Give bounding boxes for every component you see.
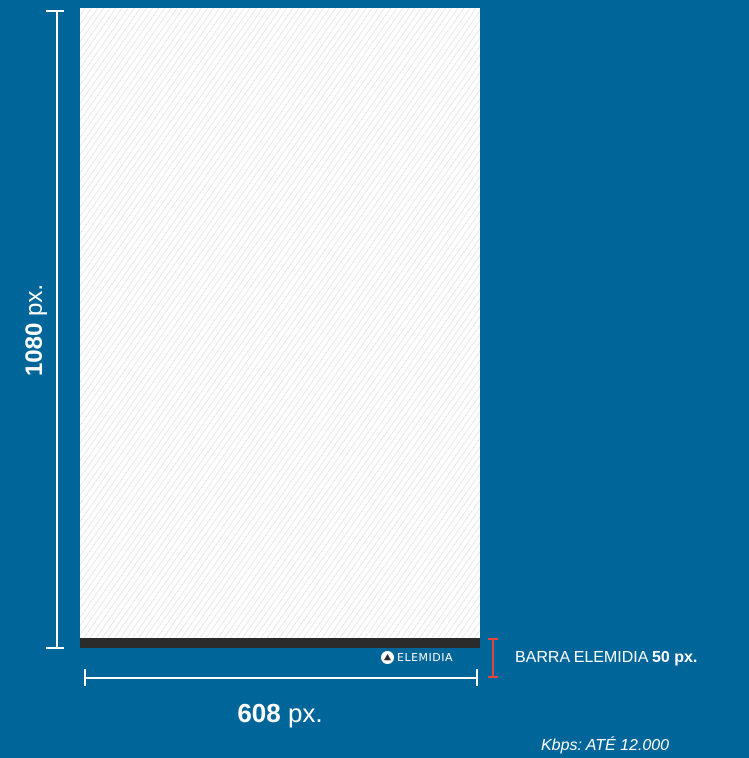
width-dimension-line-body [84,677,477,679]
bitrate-note: Kbps: ATÉ 12.000 [541,737,670,754]
height-dimension-label: 1080 px. [21,283,48,377]
height-unit: px. [21,283,48,316]
width-value: 608 [237,698,281,728]
elemidia-logo-text: ELEMIDIA [397,651,454,664]
width-dimension-cap-right [476,669,478,686]
width-unit: px. [287,698,323,728]
bar-height-bracket [488,638,498,678]
elemidia-logo-icon [381,651,394,664]
height-dimension-cap-top [46,10,64,12]
height-dimension-cap-bottom [46,647,64,649]
height-value: 1080 [21,322,48,377]
bar-height-label: BARRA ELEMIDIA 50 px. [515,648,697,667]
height-dimension-line-body [56,11,58,648]
brand-bar-body [80,638,480,648]
elemidia-logo: ELEMIDIA [381,651,453,664]
bar-height-label-text: BARRA ELEMIDIA [515,649,648,666]
bar-height-value: 50 px. [651,649,698,666]
screen-canvas-area [80,8,480,638]
width-dimension-label: 608 px. [237,698,322,729]
